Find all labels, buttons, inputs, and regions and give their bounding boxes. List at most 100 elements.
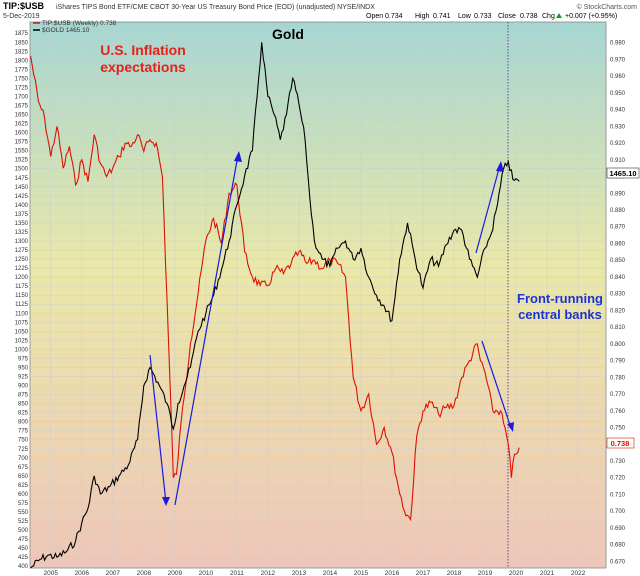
right-tick-label: 0.940 (610, 108, 626, 114)
arrowhead-down-2019 (507, 422, 514, 432)
left-tick-label: 1200 (15, 275, 29, 281)
left-tick-label: 775 (18, 429, 29, 435)
left-tick-label: 525 (18, 519, 29, 525)
left-tick-label: 1175 (15, 284, 29, 290)
left-tick-label: 1100 (15, 311, 29, 317)
left-tick-label: 675 (18, 465, 29, 471)
x-tick-label: 2007 (106, 570, 121, 576)
left-axis-ticks: 400 425 450 475 500 525 550 575 600 625 650 675 700 7… (15, 31, 29, 570)
right-tick-label: 0.690 (610, 526, 626, 532)
left-tick-label: 900 (18, 384, 29, 390)
ratio-value-tag-box (606, 437, 635, 449)
symbol-title: TIP:$USB (3, 1, 45, 11)
left-tick-label: 1400 (15, 203, 29, 209)
legend-entry-tip: TIP:$USB (Weekly) 0.738 (42, 20, 117, 27)
x-tick-label: 2010 (199, 570, 214, 576)
left-tick-label: 1450 (15, 185, 29, 191)
left-tick-label: 575 (18, 501, 29, 507)
x-tick-label: 2006 (75, 570, 90, 576)
right-tick-label: 0.830 (610, 292, 626, 298)
x-tick-label: 2014 (323, 570, 338, 576)
left-tick-label: 1475 (15, 176, 29, 182)
x-tick-label: 2009 (168, 570, 183, 576)
left-tick-label: 1125 (15, 302, 29, 308)
left-tick-label: 550 (18, 510, 29, 516)
left-tick-label: 1425 (15, 194, 29, 200)
left-tick-label: 1000 (15, 347, 29, 353)
open-label: Open (366, 13, 383, 20)
left-tick-label: 1075 (15, 320, 29, 326)
left-tick-label: 1725 (15, 85, 29, 91)
left-tick-label: 1750 (15, 76, 29, 82)
right-tick-label: 0.710 (610, 492, 626, 498)
arrow-down-2008 (149, 354, 167, 504)
left-tick-label: 875 (18, 393, 29, 399)
arrow-down-2019 (481, 340, 512, 429)
high-label: High (415, 13, 430, 20)
left-tick-label: 975 (18, 356, 29, 362)
annotation-arrows (149, 151, 514, 506)
left-tick-label: 700 (18, 456, 29, 462)
left-tick-label: 825 (18, 411, 29, 417)
right-tick-label: 0.750 (610, 425, 626, 431)
right-tick-label: 0.850 (610, 258, 626, 264)
right-tick-label: 0.760 (610, 409, 626, 415)
right-tick-label: 0.950 (610, 91, 626, 97)
x-tick-label: 2012 (261, 570, 276, 576)
up-triangle-icon (556, 13, 562, 18)
right-tick-label: 0.790 (610, 359, 626, 365)
left-tick-label: 1225 (15, 266, 29, 272)
close-label: Close (498, 13, 516, 20)
legend-entry-gold: $GOLD 1465.10 (42, 27, 90, 34)
ratio-value-tag: 0.738 (606, 437, 635, 449)
chg-value: +0.007 (+0.95%) (565, 13, 617, 20)
right-tick-label: 0.730 (610, 459, 626, 465)
left-tick-label: 1875 (15, 31, 29, 37)
x-tick-label: 2013 (292, 570, 307, 576)
right-tick-label: 0.800 (610, 342, 626, 348)
gold-value-tag: 1465.10 (606, 167, 640, 179)
high-value: 0.741 (433, 13, 451, 20)
left-tick-label: 725 (18, 447, 29, 453)
low-label: Low (458, 13, 472, 20)
left-tick-label: 1325 (15, 230, 29, 236)
right-tick-label: 0.780 (610, 375, 626, 381)
right-tick-label: 0.890 (610, 191, 626, 197)
left-tick-label: 1300 (15, 239, 29, 245)
gold-label: Gold (272, 26, 304, 42)
left-tick-label: 1150 (15, 293, 29, 299)
left-tick-label: 1675 (15, 103, 29, 109)
left-tick-label: 1025 (15, 338, 29, 344)
left-tick-label: 1625 (15, 122, 29, 128)
x-axis-ticks: 2005 2006 2007 2008 2009 2010 2011 2012 2013 2014… (44, 570, 586, 576)
gold-value-tag-box (606, 167, 640, 179)
right-tick-label: 0.720 (610, 476, 626, 482)
left-tick-label: 425 (18, 555, 29, 561)
left-tick-label: 500 (18, 528, 29, 534)
x-tick-label: 2011 (230, 570, 244, 576)
symbol-description: iShares TIPS Bond ETF/CME CBOT 30-Year U… (56, 4, 375, 11)
left-tick-label: 1050 (15, 329, 29, 335)
right-tick-label: 0.840 (610, 275, 626, 281)
right-tick-label: 0.670 (610, 559, 626, 565)
left-tick-label: 1550 (15, 149, 29, 155)
x-gridlines (50, 22, 579, 568)
chart-date: 5-Dec-2019 (3, 13, 40, 20)
left-tick-label: 475 (18, 537, 29, 543)
inflation-label-line1: U.S. Inflation (100, 42, 186, 58)
arrow-up-2009-2011 (174, 154, 239, 506)
gold-value-tag-text: 1465.10 (609, 169, 636, 178)
left-tick-label: 750 (18, 438, 29, 444)
watermark: © StockCharts.com (577, 3, 638, 11)
right-tick-label: 0.680 (610, 543, 626, 549)
left-tick-label: 1850 (15, 40, 29, 46)
left-tick-label: 950 (18, 365, 29, 371)
x-tick-label: 2016 (385, 570, 400, 576)
right-tick-label: 0.700 (610, 509, 626, 515)
tip-usb-series-line (30, 56, 520, 522)
arrowhead-down-2008 (162, 497, 170, 506)
x-tick-label: 2008 (137, 570, 152, 576)
arrowhead-up-2019 (496, 161, 504, 172)
